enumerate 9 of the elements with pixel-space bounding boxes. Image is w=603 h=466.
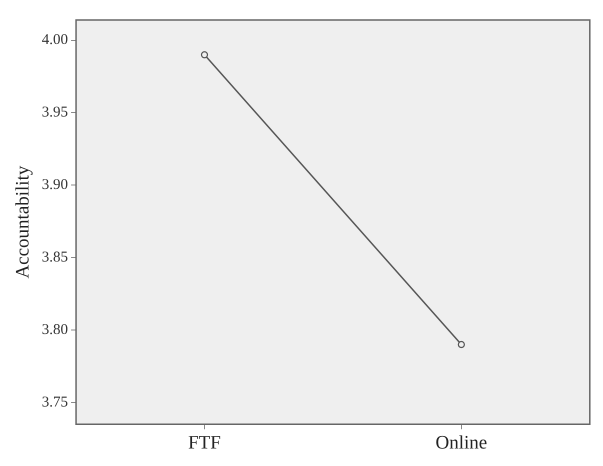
y-axis-title: Accountability xyxy=(12,165,34,279)
y-tick-label: 3.95 xyxy=(42,104,68,121)
y-tick-label: 3.80 xyxy=(42,322,68,338)
y-tick-label: 4.00 xyxy=(42,32,68,48)
y-tick-label: 3.90 xyxy=(42,177,68,194)
x-tick-label: Online xyxy=(436,432,488,454)
y-tick-label: 3.85 xyxy=(42,250,68,266)
x-tick-label: FTF xyxy=(188,432,221,454)
y-tick-label: 3.75 xyxy=(42,394,68,410)
